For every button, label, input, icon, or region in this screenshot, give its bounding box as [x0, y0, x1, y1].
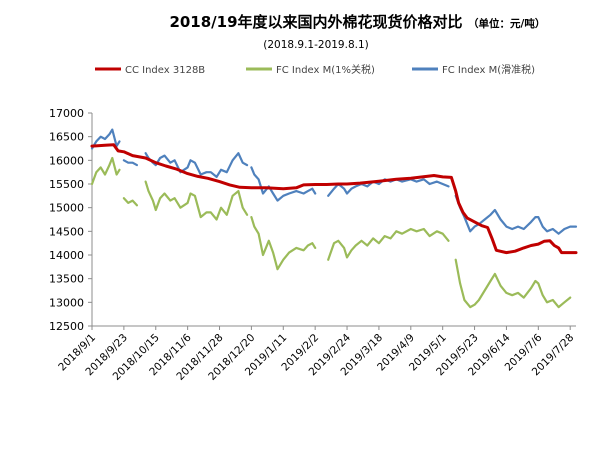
series-cc-index-line — [90, 143, 578, 255]
y-tick-label: 12500 — [49, 320, 84, 333]
chart-subtitle: (2018.9.1-2019.8.1) — [263, 39, 369, 51]
y-tick-label: 14500 — [49, 225, 84, 238]
series-fc-index-sliding-line — [250, 166, 317, 202]
series-fc-index-1pct-line — [454, 258, 572, 309]
y-tick-label: 13000 — [49, 296, 84, 309]
series-fc-index-1pct-line — [250, 216, 317, 271]
chart-unit: （单位：元/吨） — [468, 17, 545, 30]
y-tick-label: 14000 — [49, 249, 84, 262]
series-fc-index-sliding-line — [327, 178, 450, 197]
series-fc-index-sliding-line — [122, 159, 138, 167]
y-tick-label: 15000 — [49, 202, 84, 215]
series-fc-index-1pct-line — [122, 197, 138, 207]
series-fc-index-1pct-line — [90, 156, 121, 186]
legend: CC Index 3128B FC Index M(1%关税) FC Index… — [95, 63, 535, 76]
series-fc-index-1pct-line — [327, 227, 450, 261]
legend-label-fc-1pct: FC Index M(1%关税) — [276, 63, 375, 76]
series-fc-index-sliding — [90, 128, 578, 235]
y-tick-label: 13500 — [49, 273, 84, 286]
legend-item-fc-sliding: FC Index M(滑准税) — [412, 63, 535, 76]
legend-label-cc: CC Index 3128B — [125, 65, 205, 76]
legend-label-fc-sliding: FC Index M(滑准税) — [442, 63, 535, 76]
y-tick-label: 17000 — [49, 107, 84, 120]
series-cc-index — [90, 143, 578, 255]
series-fc-index-1pct — [90, 156, 572, 309]
series-fc-index-sliding-line — [90, 128, 121, 150]
y-tick-label: 15500 — [49, 178, 84, 191]
series-layer — [90, 128, 578, 309]
y-tick-label: 16500 — [49, 131, 84, 144]
legend-item-fc-1pct: FC Index M(1%关税) — [246, 63, 375, 76]
y-tick-label: 16000 — [49, 154, 84, 167]
chart-title: 2018/19年度以来国内外棉花现货价格对比 — [169, 13, 462, 31]
series-fc-index-sliding-line — [454, 194, 578, 235]
legend-item-cc: CC Index 3128B — [95, 65, 205, 76]
series-fc-index-sliding-line — [144, 152, 249, 178]
series-fc-index-1pct-line — [144, 180, 249, 221]
